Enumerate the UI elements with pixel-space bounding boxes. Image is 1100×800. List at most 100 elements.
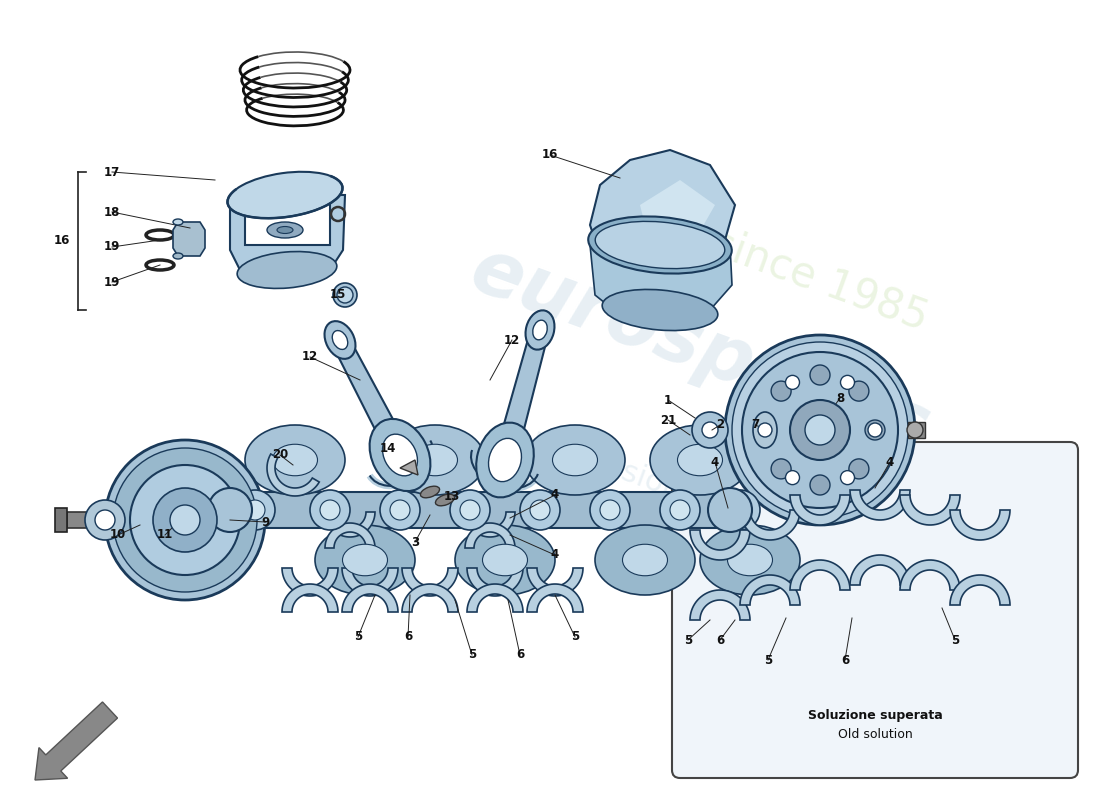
Ellipse shape xyxy=(420,486,440,498)
Ellipse shape xyxy=(708,488,752,532)
Polygon shape xyxy=(282,584,338,612)
Text: 18: 18 xyxy=(103,206,120,218)
Ellipse shape xyxy=(412,444,458,476)
Text: 5: 5 xyxy=(684,634,692,646)
Polygon shape xyxy=(465,523,515,548)
Ellipse shape xyxy=(104,440,265,600)
Ellipse shape xyxy=(720,490,760,530)
Text: 4: 4 xyxy=(711,455,719,469)
Ellipse shape xyxy=(590,490,630,530)
Ellipse shape xyxy=(805,415,835,445)
Ellipse shape xyxy=(173,253,183,259)
Ellipse shape xyxy=(460,500,480,520)
Ellipse shape xyxy=(771,459,791,479)
Polygon shape xyxy=(527,584,583,612)
Ellipse shape xyxy=(670,500,690,520)
Polygon shape xyxy=(485,528,525,539)
Polygon shape xyxy=(324,523,375,548)
Polygon shape xyxy=(67,512,104,528)
Text: 5: 5 xyxy=(468,649,476,662)
Text: 19: 19 xyxy=(103,241,120,254)
Ellipse shape xyxy=(238,251,337,289)
Ellipse shape xyxy=(245,425,345,495)
Text: since 1985: since 1985 xyxy=(706,222,934,338)
Ellipse shape xyxy=(273,444,318,476)
Ellipse shape xyxy=(228,172,342,218)
Polygon shape xyxy=(342,568,398,596)
Ellipse shape xyxy=(785,375,800,390)
Polygon shape xyxy=(590,245,732,315)
Polygon shape xyxy=(332,336,409,460)
Ellipse shape xyxy=(333,283,358,307)
Ellipse shape xyxy=(170,505,200,535)
Ellipse shape xyxy=(840,470,855,485)
Ellipse shape xyxy=(483,544,528,576)
Text: 6: 6 xyxy=(516,649,524,662)
Ellipse shape xyxy=(790,400,850,460)
Polygon shape xyxy=(282,568,338,596)
Ellipse shape xyxy=(383,434,418,476)
Polygon shape xyxy=(324,512,375,537)
Polygon shape xyxy=(640,180,715,245)
Ellipse shape xyxy=(849,459,869,479)
Ellipse shape xyxy=(678,444,723,476)
Ellipse shape xyxy=(476,422,534,498)
Ellipse shape xyxy=(754,412,777,448)
FancyBboxPatch shape xyxy=(672,442,1078,778)
Polygon shape xyxy=(850,490,910,520)
Text: 4: 4 xyxy=(551,489,559,502)
Text: Old solution: Old solution xyxy=(837,729,912,742)
Polygon shape xyxy=(690,530,750,560)
Polygon shape xyxy=(908,422,925,438)
Text: 12: 12 xyxy=(504,334,520,346)
Ellipse shape xyxy=(277,226,293,234)
Ellipse shape xyxy=(455,525,556,595)
Polygon shape xyxy=(590,150,735,260)
Ellipse shape xyxy=(810,475,830,495)
Text: 20: 20 xyxy=(272,449,288,462)
Text: a professional...: a professional... xyxy=(502,415,739,525)
Polygon shape xyxy=(495,328,549,463)
Ellipse shape xyxy=(552,444,597,476)
Ellipse shape xyxy=(95,510,116,530)
Polygon shape xyxy=(400,460,418,475)
Ellipse shape xyxy=(320,500,340,520)
Ellipse shape xyxy=(379,490,420,530)
Ellipse shape xyxy=(113,448,257,592)
Ellipse shape xyxy=(692,412,728,448)
Text: 17: 17 xyxy=(103,166,120,178)
Text: 7: 7 xyxy=(751,418,759,431)
Ellipse shape xyxy=(245,500,265,520)
Text: 8: 8 xyxy=(836,391,844,405)
Ellipse shape xyxy=(235,490,275,530)
Polygon shape xyxy=(55,508,67,532)
Ellipse shape xyxy=(727,544,772,576)
Polygon shape xyxy=(527,568,583,596)
Polygon shape xyxy=(342,584,398,612)
Ellipse shape xyxy=(532,320,547,340)
Ellipse shape xyxy=(771,381,791,401)
Polygon shape xyxy=(267,454,319,496)
Ellipse shape xyxy=(595,525,695,595)
Polygon shape xyxy=(850,555,910,585)
Ellipse shape xyxy=(849,381,869,401)
Polygon shape xyxy=(402,584,458,612)
Ellipse shape xyxy=(526,310,554,350)
Text: 6: 6 xyxy=(840,654,849,666)
Ellipse shape xyxy=(488,438,521,482)
Text: 5: 5 xyxy=(763,654,772,666)
Ellipse shape xyxy=(332,330,348,350)
Ellipse shape xyxy=(385,425,485,495)
Polygon shape xyxy=(230,492,730,528)
Ellipse shape xyxy=(130,465,240,575)
Ellipse shape xyxy=(732,342,907,518)
Ellipse shape xyxy=(310,490,350,530)
Text: 19: 19 xyxy=(103,275,120,289)
Text: eurospares: eurospares xyxy=(461,233,939,467)
Ellipse shape xyxy=(315,525,415,595)
Polygon shape xyxy=(230,195,345,270)
Ellipse shape xyxy=(623,544,668,576)
Polygon shape xyxy=(275,481,315,492)
Polygon shape xyxy=(900,495,960,525)
Ellipse shape xyxy=(173,219,183,225)
